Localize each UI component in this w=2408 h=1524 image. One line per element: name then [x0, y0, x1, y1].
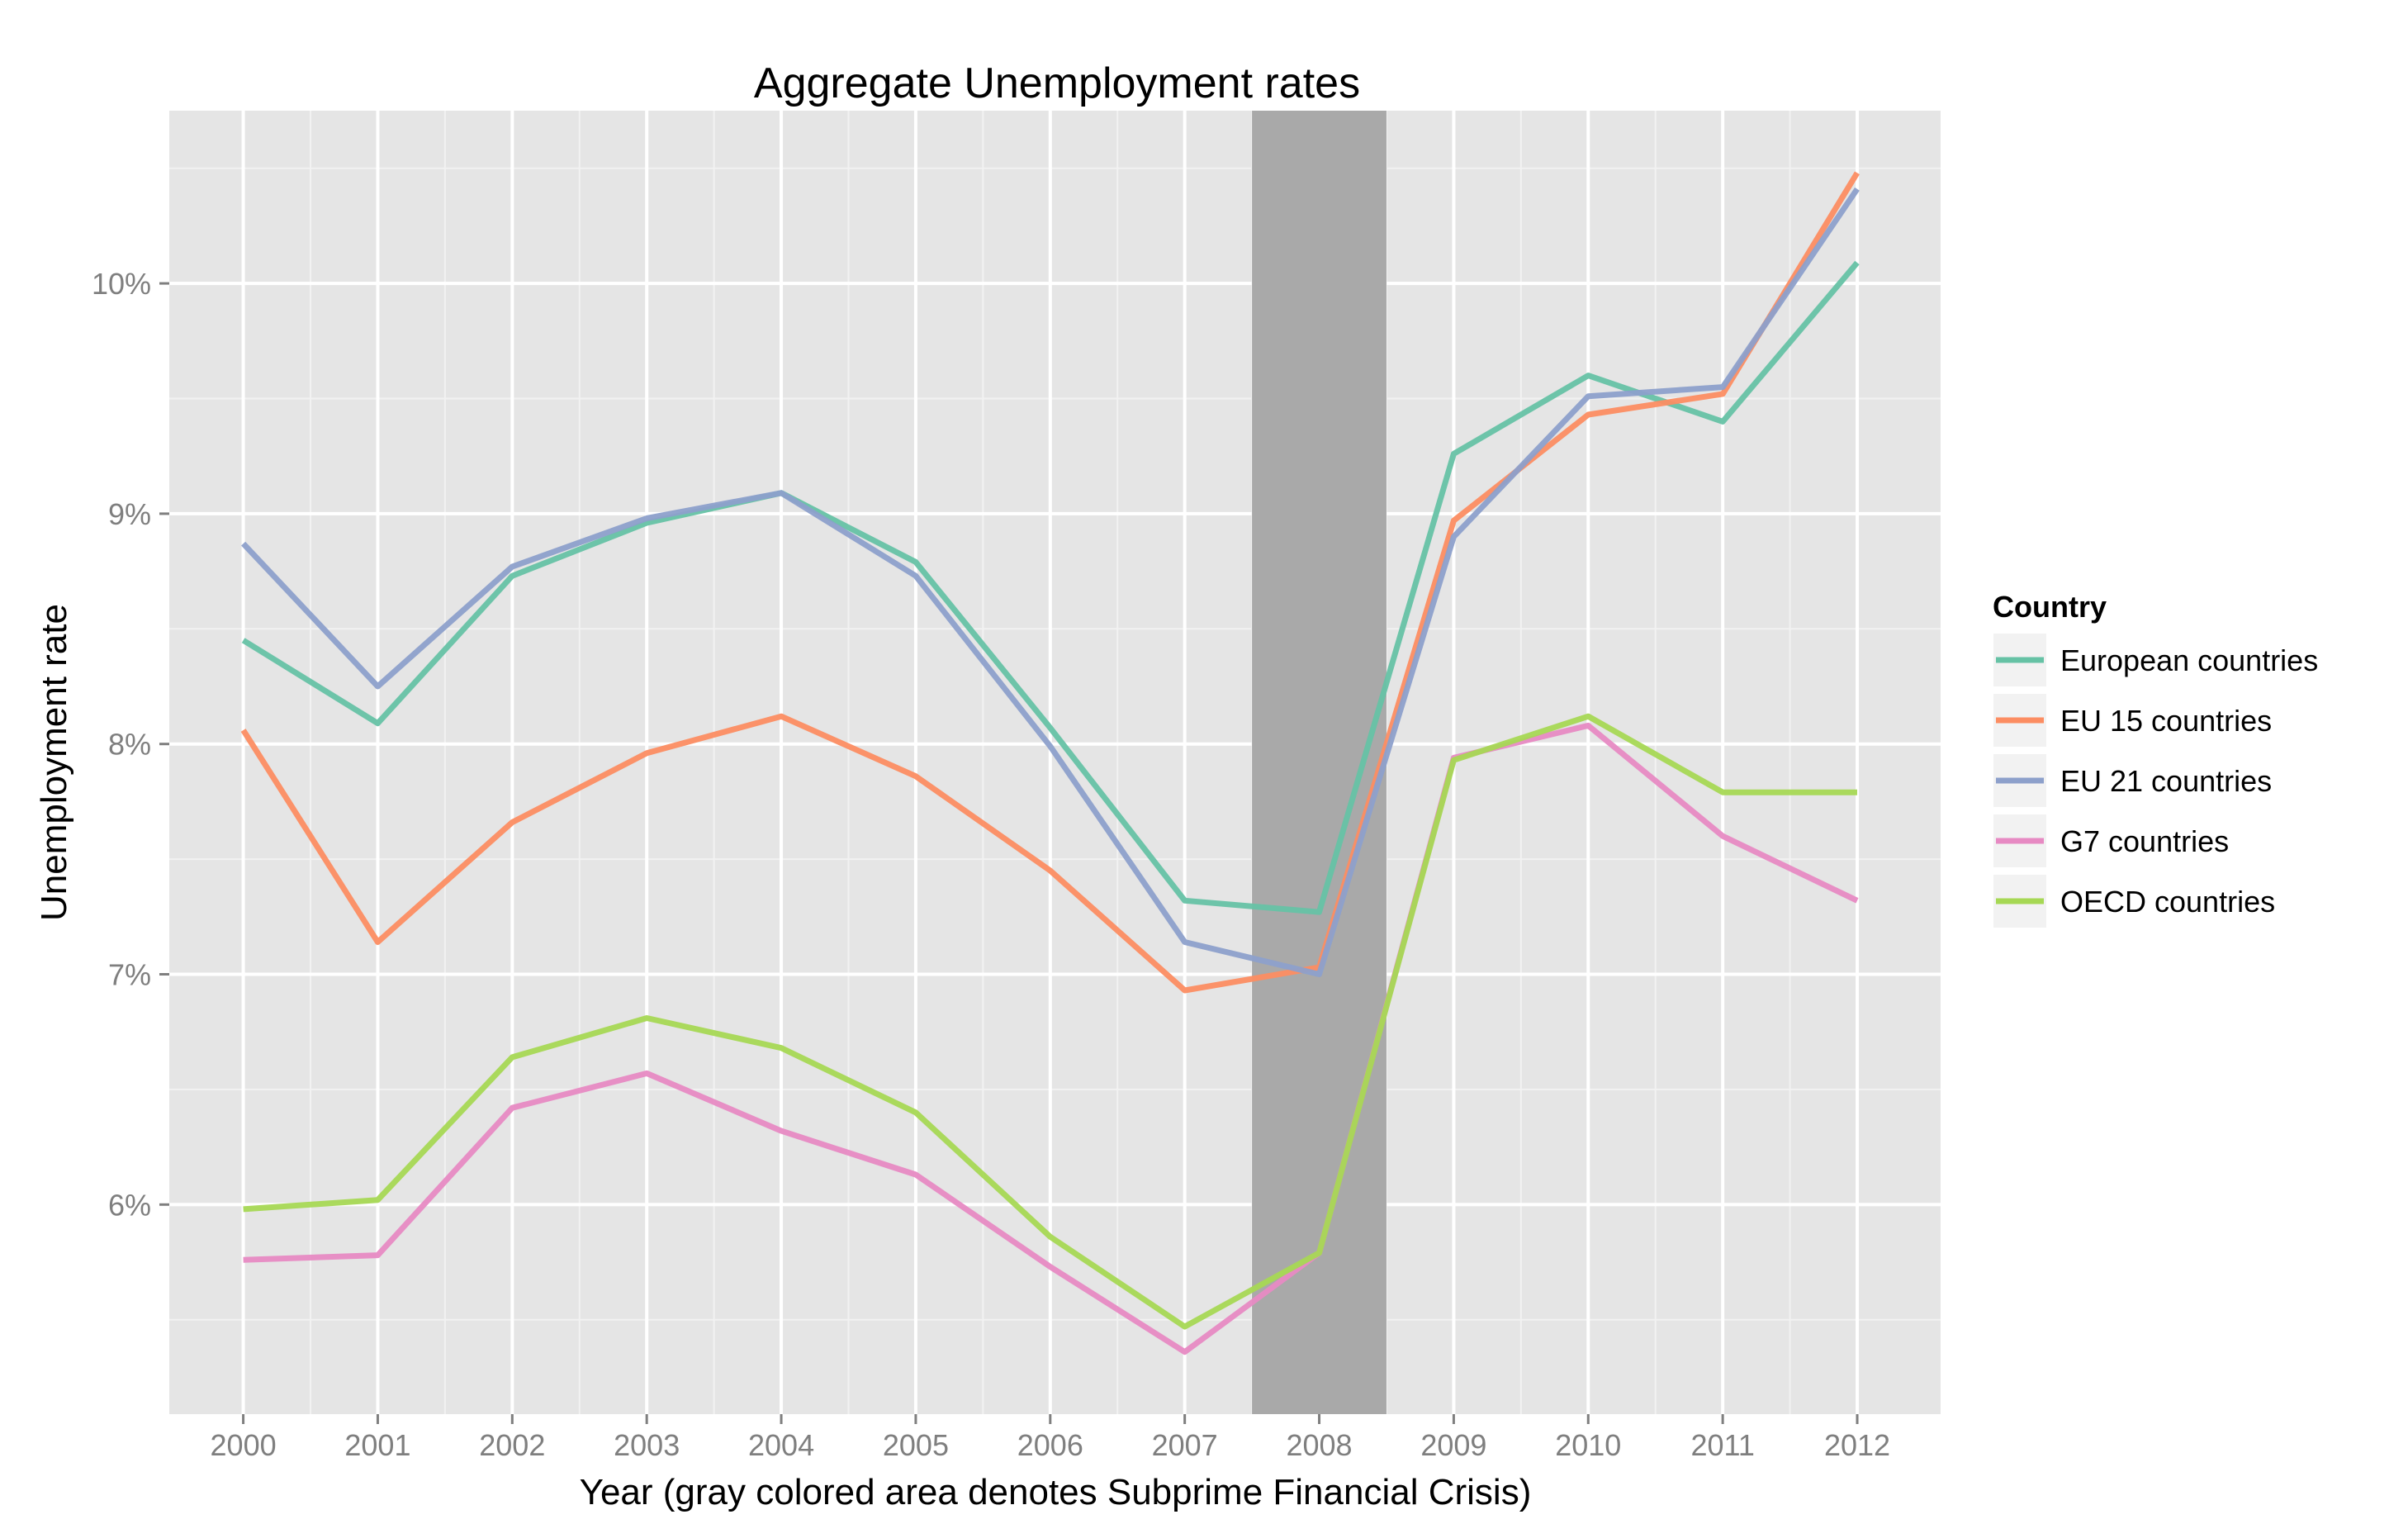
series-lines	[240, 171, 1860, 1355]
legend-label: European countries	[2060, 643, 2318, 677]
x-tick-label: 2009	[1420, 1428, 1486, 1462]
series-line-eu-21-countries	[241, 187, 1860, 977]
y-tick-label: 6%	[108, 1188, 151, 1222]
series-line-european-countries	[241, 260, 1860, 915]
plot-background	[169, 111, 1941, 1414]
y-axis-title: Unemployment rate	[34, 604, 74, 921]
y-tick-label: 9%	[108, 497, 151, 531]
x-tick-label: 2006	[1017, 1428, 1083, 1462]
crisis-shaded-area	[1252, 111, 1386, 1414]
series-line-oecd-countries	[243, 713, 1857, 1330]
x-tick-label: 2000	[211, 1428, 277, 1462]
y-axis-ticks: 6% 7% 8% 9% 10%	[92, 267, 169, 1222]
legend-label: EU 21 countries	[2060, 764, 2272, 798]
legend-label: G7 countries	[2060, 824, 2229, 858]
x-tick-label: 2007	[1152, 1428, 1218, 1462]
x-tick-label: 2003	[614, 1428, 680, 1462]
x-tick-label: 2001	[344, 1428, 410, 1462]
x-tick-label: 2011	[1690, 1428, 1754, 1462]
x-tick-label: 2004	[748, 1428, 814, 1462]
x-tick-label: 2010	[1555, 1428, 1621, 1462]
y-tick-label: 8%	[108, 728, 151, 762]
y-tick-label: 10%	[92, 267, 151, 301]
x-tick-label: 2005	[883, 1428, 949, 1462]
x-tick-label: 2002	[479, 1428, 545, 1462]
x-axis-title: Year (gray colored area denotes Subprime…	[580, 1472, 1532, 1512]
x-axis-ticks: 2000 2001 2002 2003 2004 2005 2006 2007 2008 2009…	[211, 1414, 1890, 1462]
legend-label: OECD countries	[2060, 885, 2275, 919]
series-line-eu-15-countries	[240, 171, 1860, 994]
y-tick-label: 7%	[108, 957, 151, 991]
x-tick-label: 2008	[1286, 1428, 1352, 1462]
chart-title: Aggregate Unemployment rates	[754, 59, 1360, 107]
x-tick-label: 2012	[1824, 1428, 1890, 1462]
legend-title: Country	[1993, 590, 2107, 624]
legend-label: EU 15 countries	[2060, 704, 2272, 738]
series-line-g7-countries	[243, 722, 1859, 1355]
legend: Country European countries EU 15 countrie…	[1992, 590, 2318, 929]
